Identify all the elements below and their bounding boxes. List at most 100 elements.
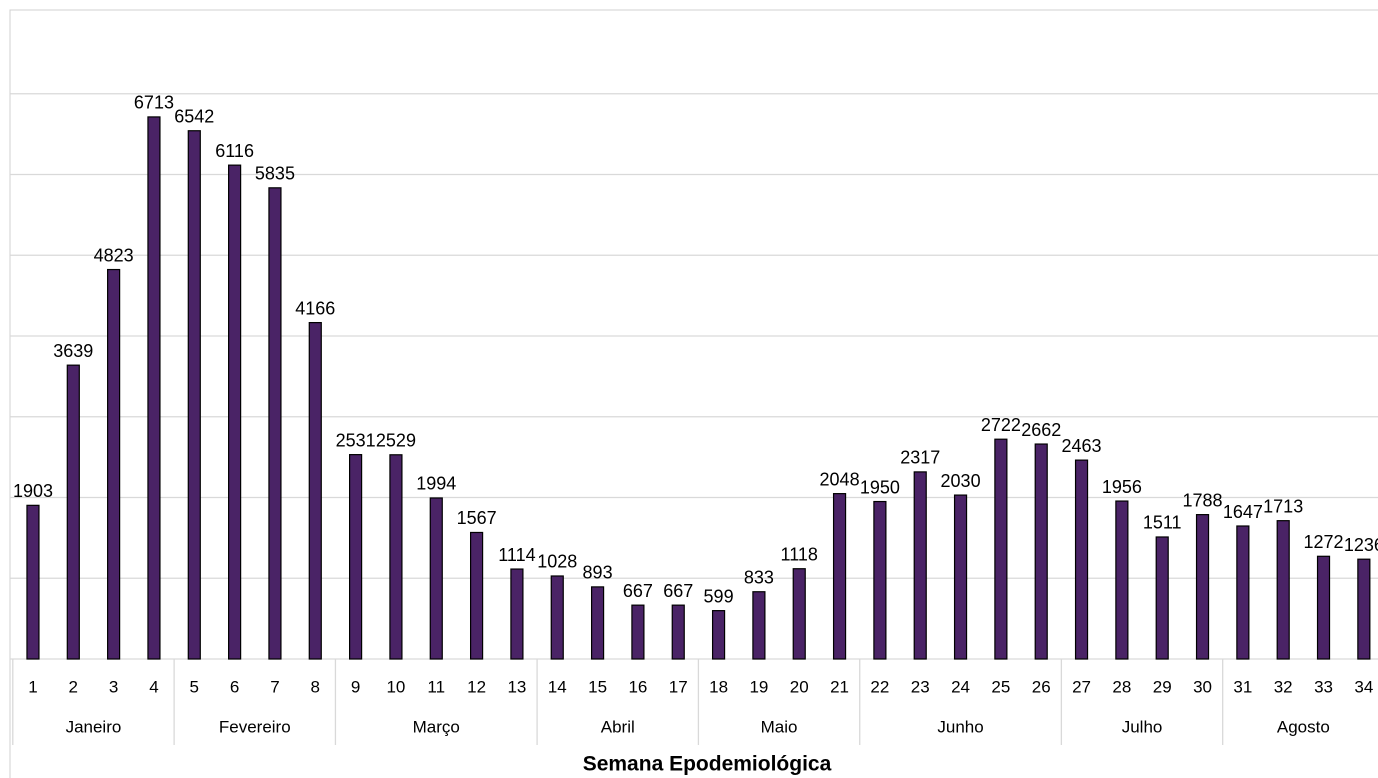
- data-label: 2048: [820, 469, 860, 489]
- data-label: 1713: [1263, 496, 1303, 516]
- x-axis-title: Semana Epodemiológica: [583, 753, 832, 776]
- x-tick-label: 22: [870, 677, 889, 696]
- group-label: Junho: [937, 717, 983, 736]
- group-label: Fevereiro: [219, 717, 291, 736]
- x-tick-label: 8: [311, 677, 320, 696]
- x-tick-label: 27: [1072, 677, 1091, 696]
- data-label: 1788: [1183, 490, 1223, 510]
- x-tick-label: 11: [427, 677, 445, 696]
- bar: [1115, 500, 1129, 660]
- x-tick-label: 1: [28, 677, 37, 696]
- group-label: Janeiro: [66, 717, 122, 736]
- x-tick-label: 34: [1354, 677, 1373, 696]
- bar: [268, 187, 282, 660]
- x-tick-label: 29: [1153, 677, 1172, 696]
- bar: [752, 591, 766, 660]
- bar: [308, 321, 322, 660]
- data-label: 4823: [94, 245, 134, 265]
- x-tick-label: 2: [69, 677, 78, 696]
- bar: [873, 500, 887, 660]
- bar: [1236, 525, 1250, 660]
- bar: [26, 504, 40, 660]
- x-tick-label: 24: [951, 677, 970, 696]
- data-label: 833: [744, 567, 774, 587]
- x-tick-label: 21: [830, 677, 849, 696]
- x-tick-label: 32: [1274, 677, 1293, 696]
- data-label: 1272: [1304, 532, 1344, 552]
- data-label: 667: [663, 581, 693, 601]
- bar: [711, 610, 726, 660]
- data-label: 6116: [215, 141, 254, 161]
- data-label: 893: [583, 563, 613, 583]
- data-label: 667: [623, 581, 653, 601]
- bar: [228, 164, 242, 660]
- x-tick-label: 31: [1233, 677, 1252, 696]
- bar: [349, 454, 363, 660]
- data-label: 2529: [376, 431, 416, 451]
- data-label: 6542: [174, 106, 214, 126]
- data-label: 3639: [53, 341, 93, 361]
- x-tick-label: 12: [467, 677, 486, 696]
- data-label: 599: [704, 586, 734, 606]
- data-label: 2662: [1021, 420, 1061, 440]
- x-tick-label: 25: [991, 677, 1010, 696]
- bar: [1034, 443, 1048, 660]
- bar: [429, 497, 443, 660]
- x-tick-label: 7: [270, 677, 279, 696]
- group-label: Maio: [761, 717, 798, 736]
- bar: [66, 364, 80, 660]
- data-label: 1647: [1223, 502, 1263, 522]
- bar: [631, 604, 645, 660]
- group-label: Março: [413, 717, 460, 736]
- bar: [1195, 514, 1210, 660]
- bar: [792, 568, 806, 660]
- bar: [1276, 520, 1290, 660]
- chart-border: [9, 9, 1378, 778]
- data-label: 2722: [981, 415, 1021, 435]
- data-label: 1236: [1344, 535, 1378, 555]
- bar: [1074, 459, 1089, 660]
- bar: [832, 493, 847, 660]
- x-tick-label: 9: [351, 677, 360, 696]
- data-label: 2531: [336, 430, 376, 450]
- data-label: 2463: [1062, 436, 1102, 456]
- x-tick-label: 23: [911, 677, 930, 696]
- data-label: 4166: [295, 298, 335, 318]
- data-label: 1567: [457, 508, 497, 528]
- x-tick-label: 33: [1314, 677, 1333, 696]
- x-tick-label: 26: [1032, 677, 1051, 696]
- group-label: Julho: [1122, 717, 1163, 736]
- x-tick-label: 18: [709, 677, 728, 696]
- x-tick-label: 30: [1193, 677, 1212, 696]
- bar: [994, 438, 1008, 660]
- x-tick-label: 10: [386, 677, 405, 696]
- data-label: 2317: [900, 448, 940, 468]
- x-tick-label: 5: [190, 677, 199, 696]
- data-label: 1956: [1102, 477, 1142, 497]
- data-label: 1994: [416, 474, 456, 494]
- x-tick-label: 19: [749, 677, 768, 696]
- bar: [389, 454, 403, 660]
- x-tick-label: 14: [548, 677, 567, 696]
- x-tick-label: 20: [790, 677, 809, 696]
- bar: [590, 586, 605, 660]
- data-label: 6713: [134, 93, 174, 113]
- data-label: 1114: [498, 545, 535, 565]
- x-tick-label: 13: [507, 677, 526, 696]
- group-label: Abril: [601, 717, 635, 736]
- x-tick-label: 6: [230, 677, 239, 696]
- x-tick-label: 15: [588, 677, 607, 696]
- bar: [107, 268, 121, 660]
- bar: [510, 568, 524, 660]
- data-label: 1118: [781, 544, 818, 564]
- data-label: 1903: [13, 481, 53, 501]
- data-label: 1028: [537, 552, 577, 572]
- group-label: Agosto: [1277, 717, 1330, 736]
- data-label: 5835: [255, 164, 295, 184]
- bar: [187, 130, 201, 660]
- bar: [1155, 536, 1169, 660]
- x-tick-label: 16: [628, 677, 647, 696]
- bar: [953, 494, 968, 660]
